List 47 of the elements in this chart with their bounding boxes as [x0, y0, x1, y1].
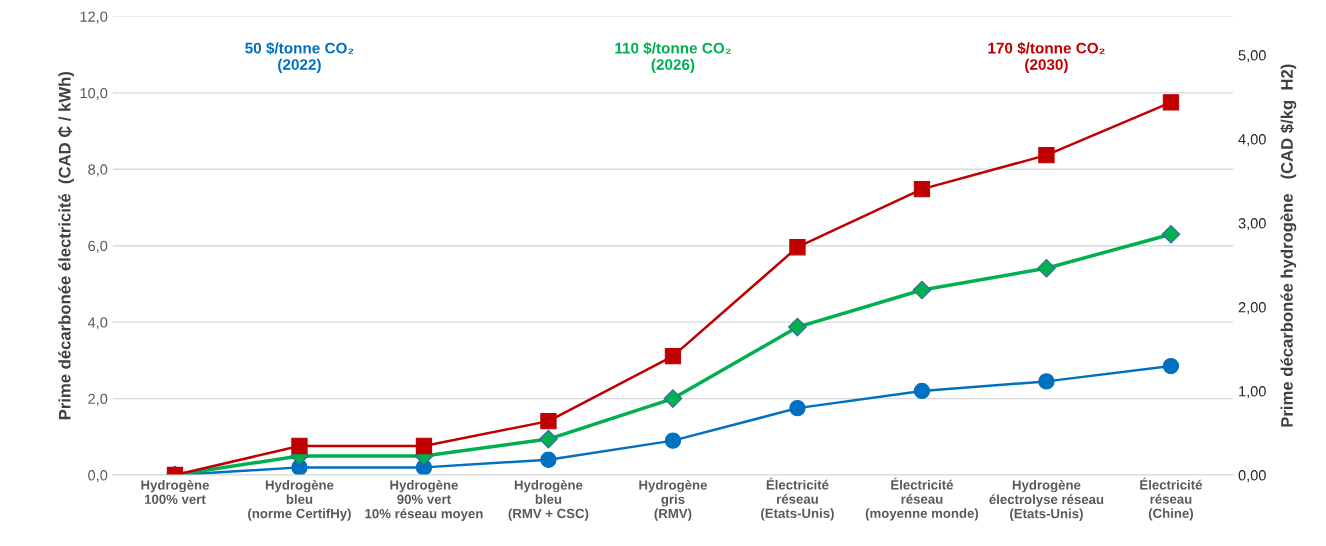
x-tick-label: Hydrogène 90% vert 10% réseau moyen: [365, 479, 483, 521]
y2-tick-label: 5,00: [1238, 50, 1266, 63]
point: [1162, 357, 1180, 375]
x-tick-label: Électricité réseau (Chine): [1140, 477, 1203, 521]
point: [788, 317, 807, 337]
y-tick-label: 0,0: [88, 470, 108, 483]
x-tick-label: Hydrogène gris (RMV): [639, 479, 707, 521]
x-tick-label: Électricité réseau (Etats-Unis): [761, 477, 834, 521]
y-tick-label: 10,0: [80, 87, 108, 100]
y-axis-title: Prime décarbonée électricité (CAD ₵ / kWh): [57, 71, 74, 420]
y2-tick-label: 4,00: [1238, 134, 1266, 147]
y-tick-label: 4,0: [87, 317, 108, 330]
x-tick-label: Hydrogène bleu (RMV + CSC): [508, 479, 589, 521]
point: [663, 389, 683, 408]
y-tick-label: 2,0: [88, 393, 108, 406]
point: [540, 412, 557, 430]
point: [913, 382, 931, 400]
y2-tick-label: 1,00: [1239, 386, 1266, 399]
point: [789, 239, 806, 256]
point: [1161, 224, 1181, 244]
text: 110 $/tonne CO₂ (2026): [615, 42, 731, 74]
point: [913, 180, 931, 198]
point: [1038, 373, 1055, 390]
text: 50 $/tonne CO₂ (2022): [245, 42, 354, 74]
point: [1162, 94, 1180, 111]
text: 170 $/tonne CO₂ (2030): [988, 42, 1105, 74]
point: [540, 451, 557, 468]
y2-axis-title: Prime décarbonée hydrogène (CAD $/kg H2): [1280, 64, 1297, 427]
point: [1038, 146, 1055, 164]
point: [415, 437, 433, 455]
y2-tick-label: 0,00: [1238, 470, 1266, 483]
y2-tick-label: 2,00: [1238, 302, 1266, 315]
x-tick-label: Hydrogène électrolyse réseau (Etats-Unis): [989, 479, 1104, 521]
point: [789, 399, 806, 417]
point: [1037, 258, 1056, 278]
y2-tick-label: 3,00: [1238, 218, 1266, 231]
point: [664, 348, 682, 365]
x-tick-label: Hydrogène bleu (norme CertifHy): [248, 479, 351, 521]
point: [664, 432, 682, 449]
point: [539, 429, 558, 449]
x-tick-label: Électricité réseau (moyenne monde): [865, 477, 979, 521]
point: [912, 280, 932, 300]
x-tick-label: Hydrogène 100% vert: [141, 479, 209, 504]
y-tick-label: 6,0: [88, 240, 108, 253]
point: [291, 437, 308, 455]
y-tick-label: 12,0: [80, 11, 108, 24]
y-tick-label: 8,0: [88, 164, 108, 177]
